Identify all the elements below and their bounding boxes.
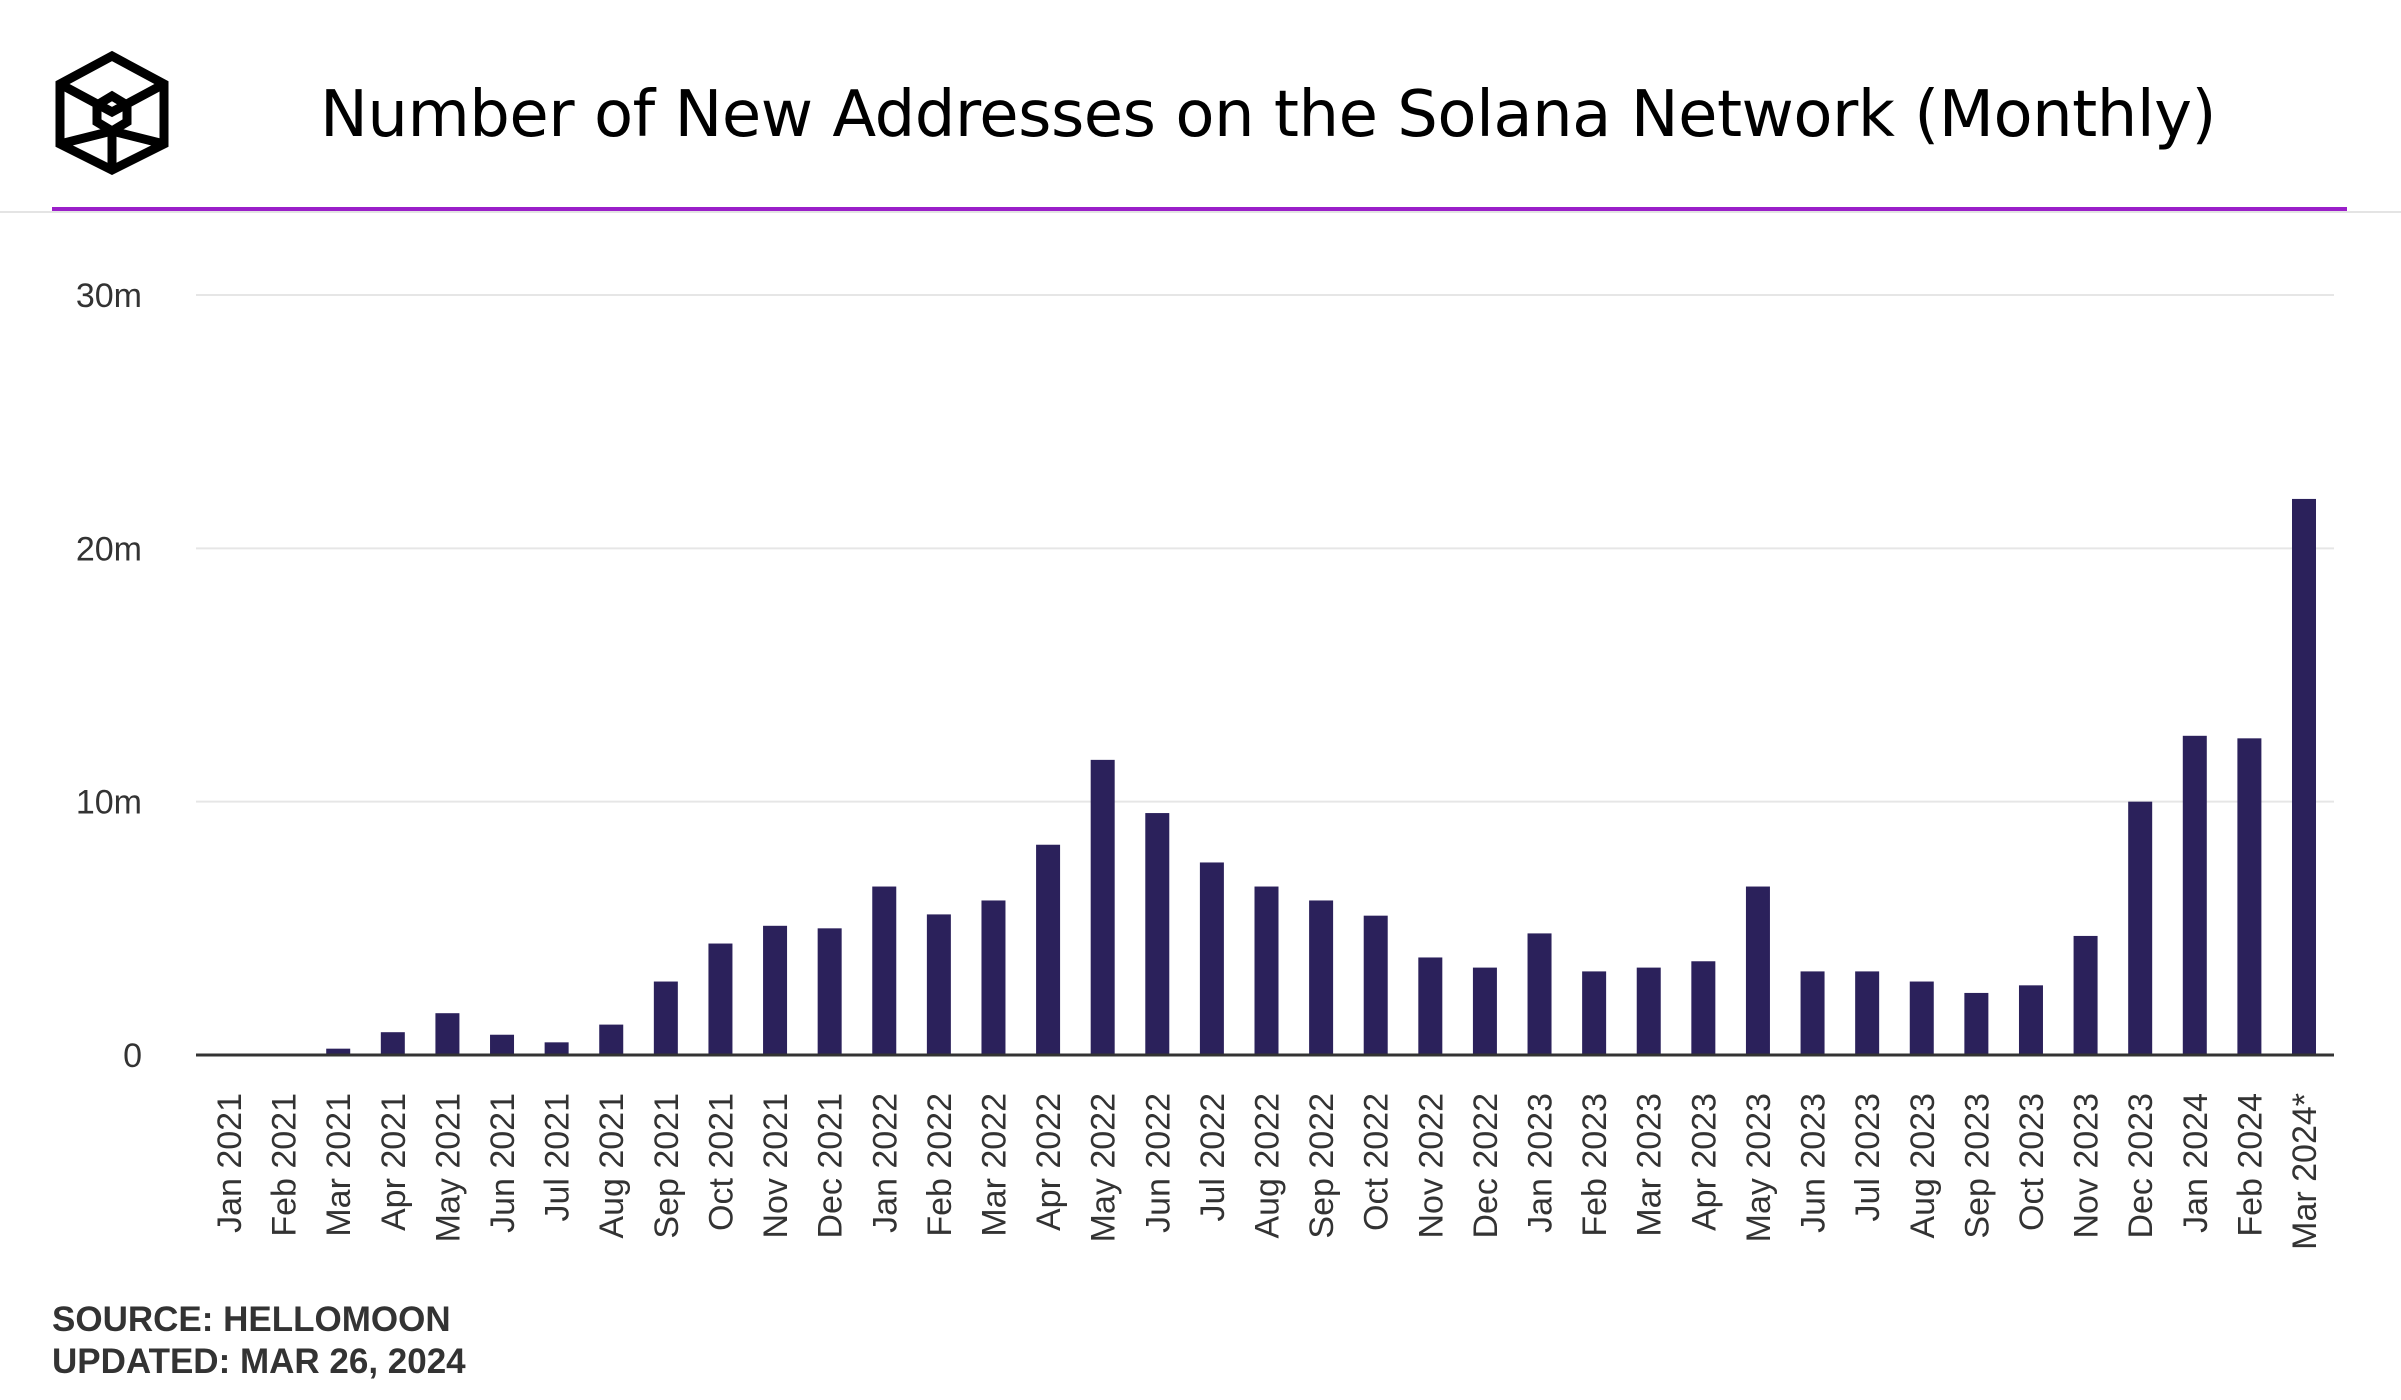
- bar: [490, 1034, 515, 1055]
- updated-note: UPDATED: MAR 26, 2024: [52, 1342, 466, 1381]
- bar: [2128, 801, 2153, 1055]
- bar: [1472, 967, 1497, 1055]
- bar: [1636, 967, 1661, 1055]
- bar: [763, 925, 788, 1055]
- bar: [599, 1024, 624, 1055]
- x-tick-label: Jul 2022: [1194, 1093, 1232, 1222]
- x-tick-label: Oct 2022: [1358, 1093, 1396, 1231]
- x-tick-label: Jan 2021: [211, 1093, 249, 1233]
- bar: [544, 1042, 569, 1055]
- x-tick-label: Dec 2023: [2122, 1093, 2160, 1239]
- bar: [1418, 957, 1443, 1055]
- bar: [1582, 971, 1607, 1055]
- x-tick-label: Feb 2024: [2231, 1093, 2269, 1237]
- bar: [1090, 759, 1115, 1055]
- x-tick-label: May 2023: [1740, 1093, 1778, 1242]
- x-tick-label: Jan 2022: [866, 1093, 904, 1233]
- x-tick-label: Apr 2022: [1030, 1093, 1068, 1231]
- bar: [2182, 735, 2207, 1055]
- bar: [380, 1032, 405, 1055]
- x-tick-label: Aug 2023: [1904, 1093, 1942, 1239]
- bar: [1363, 915, 1388, 1055]
- source-note: SOURCE: HELLOMOON: [52, 1300, 451, 1339]
- bar: [1745, 886, 1770, 1055]
- x-tick-label: Oct 2021: [702, 1093, 740, 1231]
- bar: [1855, 971, 1880, 1055]
- bar: [653, 981, 678, 1055]
- x-tick-label: May 2021: [429, 1093, 467, 1242]
- x-tick-label: Dec 2021: [812, 1093, 850, 1239]
- y-tick-label: 0: [123, 1037, 142, 1075]
- bar: [2018, 985, 2043, 1055]
- x-tick-label: Oct 2023: [2013, 1093, 2051, 1231]
- x-tick-label: Jan 2024: [2177, 1093, 2215, 1233]
- x-tick-label: Nov 2021: [757, 1093, 795, 1239]
- x-tick-label: Mar 2023: [1631, 1093, 1669, 1237]
- x-tick-label: Jul 2021: [539, 1093, 577, 1222]
- x-tick-label: Jun 2021: [484, 1093, 522, 1233]
- x-tick-label: Aug 2022: [1249, 1093, 1287, 1239]
- x-tick-label: Sep 2022: [1303, 1093, 1341, 1239]
- x-tick-label: Sep 2021: [648, 1093, 686, 1239]
- x-tick-label: Jun 2023: [1795, 1093, 1833, 1233]
- x-tick-label: Feb 2023: [1576, 1093, 1614, 1237]
- bar: [2292, 498, 2316, 1055]
- bar: [1964, 992, 1989, 1055]
- bar-chart: 0 10m 20m 30m Jan 2021 Feb 2021 Mar 2021 Apr 20…: [76, 277, 2334, 1250]
- x-tick-label: May 2022: [1085, 1093, 1123, 1242]
- y-tick-label: 20m: [76, 530, 142, 568]
- x-tick-label: Jul 2023: [1849, 1093, 1887, 1222]
- x-tick-label: Apr 2021: [375, 1093, 413, 1231]
- x-tick-label: Dec 2022: [1467, 1093, 1505, 1239]
- bar: [2073, 935, 2098, 1055]
- chart-header: Number of New Addresses on the Solana Ne…: [0, 0, 2401, 213]
- x-tick-label: Jan 2023: [1522, 1093, 1560, 1233]
- cube-logo-icon: [55, 50, 169, 175]
- bar: [435, 1013, 460, 1055]
- bar: [1036, 844, 1061, 1055]
- x-tick-label: Mar 2021: [320, 1093, 358, 1237]
- bar: [872, 886, 897, 1055]
- x-tick-label: Apr 2023: [1685, 1093, 1723, 1231]
- x-tick-label: Mar 2024*: [2286, 1093, 2324, 1250]
- bar: [1309, 900, 1334, 1055]
- bar: [1909, 981, 1934, 1055]
- bar: [1691, 961, 1716, 1055]
- accent-divider: [52, 207, 2347, 211]
- bar: [817, 928, 842, 1055]
- x-tick-label: Feb 2021: [266, 1093, 304, 1237]
- x-tick-label: Jun 2022: [1139, 1093, 1177, 1233]
- x-tick-label: Aug 2021: [593, 1093, 631, 1239]
- x-tick-label: Nov 2023: [2068, 1093, 2106, 1239]
- chart-title: Number of New Addresses on the Solana Ne…: [320, 78, 2216, 152]
- bar: [708, 943, 733, 1055]
- header-divider: [0, 211, 2401, 213]
- bar: [1199, 862, 1224, 1055]
- bar: [1800, 971, 1825, 1055]
- bar: [1254, 886, 1279, 1055]
- y-tick-label: 30m: [76, 277, 142, 315]
- x-tick-label: Sep 2023: [1958, 1093, 1996, 1239]
- x-tick-label: Nov 2022: [1412, 1093, 1450, 1239]
- bar: [926, 914, 951, 1055]
- bar: [981, 900, 1006, 1055]
- bar: [326, 1048, 351, 1055]
- bar: [2237, 738, 2262, 1055]
- x-tick-label: Mar 2022: [975, 1093, 1013, 1237]
- x-tick-label: Feb 2022: [921, 1093, 959, 1237]
- bar: [1145, 813, 1170, 1055]
- bar: [1527, 933, 1552, 1055]
- y-tick-label: 10m: [76, 784, 142, 822]
